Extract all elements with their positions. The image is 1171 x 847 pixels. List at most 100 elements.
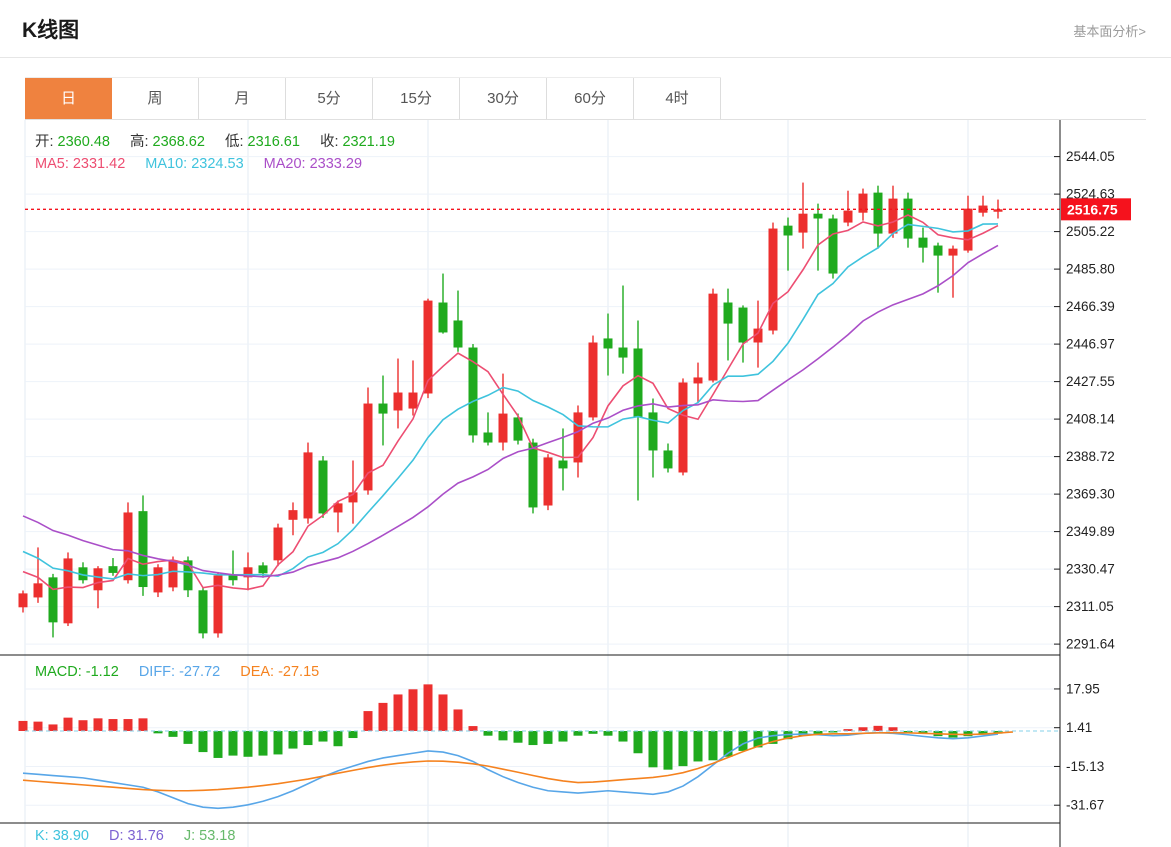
- candle-body: [678, 382, 688, 473]
- ma5-value: 2331.42: [72, 156, 126, 172]
- diff-label: DIFF:: [138, 664, 176, 680]
- candle-body: [153, 567, 163, 593]
- candle-body: [183, 560, 193, 591]
- candle-body: [888, 198, 898, 234]
- macd-bar: [693, 731, 703, 762]
- candle-body: [663, 450, 673, 469]
- dea-value: -27.15: [278, 664, 320, 680]
- macd-bar: [303, 731, 313, 746]
- axis-label: 2524.63: [1066, 187, 1115, 202]
- macd-label: MACD:: [35, 664, 82, 680]
- candle-body: [783, 225, 793, 236]
- diff-value: -27.72: [179, 664, 221, 680]
- candle-body: [708, 293, 718, 381]
- d-label: D:: [109, 828, 124, 844]
- macd-value: -1.12: [85, 664, 119, 680]
- current-price-tag: [1061, 198, 1131, 221]
- macd-bar: [753, 731, 763, 748]
- kdj-legend: K: 38.90 D: 31.76 J: 53.18: [35, 828, 239, 844]
- candle-body: [528, 442, 538, 508]
- macd-bar: [843, 729, 853, 731]
- j-label: J:: [183, 828, 196, 844]
- macd-bar: [18, 720, 28, 731]
- tab-5min[interactable]: 5分: [286, 78, 373, 120]
- axis-label: 2291.64: [1066, 637, 1115, 652]
- candle-body: [723, 302, 733, 324]
- candlestick-chart[interactable]: 2544.05 2524.63 2505.22 2485.80 2466.39 2446.…: [0, 120, 1171, 847]
- low-value: 2316.61: [247, 134, 300, 150]
- macd-bar: [198, 731, 208, 753]
- macd-bar: [828, 731, 838, 733]
- macd-bar: [918, 731, 928, 734]
- low-label: 低:: [224, 134, 244, 150]
- macd-bar: [108, 719, 118, 731]
- header: K线图 基本面分析>: [0, 0, 1171, 58]
- ohlc-legend: 开: 2360.48 高: 2368.62 低: 2316.61 收: 2321.19: [35, 130, 399, 151]
- axis-label: 2408.14: [1066, 412, 1115, 427]
- macd-bar: [468, 726, 478, 731]
- interval-tabs: 日周月 5分 15分 30分 60分 4时: [25, 77, 721, 120]
- candle-body: [438, 302, 448, 333]
- candle-body: [303, 452, 313, 519]
- candle-body: [123, 512, 133, 581]
- candle-body: [828, 218, 838, 274]
- tab-week[interactable]: 周: [112, 78, 199, 120]
- macd-bar: [708, 731, 718, 761]
- candle-body: [603, 338, 613, 349]
- candle-body: [633, 348, 643, 418]
- macd-bar: [618, 731, 628, 742]
- candle-body: [543, 457, 553, 506]
- macd-bar: [333, 731, 343, 747]
- candle-body: [858, 193, 868, 213]
- axis-label: 2369.30: [1066, 487, 1115, 502]
- open-value: 2360.48: [57, 134, 110, 150]
- candle-body: [348, 492, 358, 503]
- tab-60min[interactable]: 60分: [547, 78, 634, 120]
- candle-body: [513, 417, 523, 441]
- macd-bar: [63, 717, 73, 731]
- tab-month[interactable]: 月: [199, 78, 286, 120]
- macd-bar: [513, 731, 523, 743]
- tab-30min[interactable]: 30分: [460, 78, 547, 120]
- axis-label: 2427.55: [1066, 374, 1115, 389]
- macd-bar: [588, 731, 598, 734]
- tab-day[interactable]: 日: [25, 78, 112, 120]
- macd-bar: [363, 711, 373, 731]
- axis-label: 2466.39: [1066, 299, 1115, 314]
- macd-bar: [978, 731, 988, 735]
- ma20-label: MA20:: [263, 156, 306, 172]
- macd-bar: [408, 689, 418, 731]
- axis-label: 2330.47: [1066, 562, 1115, 577]
- d-value: 31.76: [127, 828, 164, 844]
- candle-body: [498, 413, 508, 443]
- candle-body: [558, 460, 568, 469]
- candle-body: [168, 560, 178, 588]
- macd-bar: [423, 684, 433, 731]
- candle-body: [273, 527, 283, 561]
- axis-label: 2505.22: [1066, 224, 1115, 239]
- candle-body: [78, 567, 88, 581]
- axis-label: 17.95: [1066, 681, 1100, 696]
- candle-body: [258, 565, 268, 574]
- macd-bar: [678, 731, 688, 767]
- open-label: 开:: [35, 134, 54, 150]
- macd-bar: [153, 731, 163, 734]
- macd-bar: [258, 731, 268, 756]
- macd-bar: [33, 721, 43, 731]
- tab-15min[interactable]: 15分: [373, 78, 460, 120]
- candle-body: [648, 412, 658, 451]
- tab-4hour[interactable]: 4时: [634, 78, 721, 120]
- macd-bar: [123, 719, 133, 731]
- macd-bar: [768, 731, 778, 744]
- candle-body: [213, 575, 223, 634]
- axis-label: 2446.97: [1066, 337, 1115, 352]
- candle-body: [198, 590, 208, 634]
- macd-bar: [738, 731, 748, 751]
- candle-body: [693, 377, 703, 384]
- axis-label: -15.13: [1066, 759, 1104, 774]
- fundamental-analysis-link[interactable]: 基本面分析>: [1073, 24, 1146, 39]
- macd-bar: [723, 731, 733, 757]
- macd-bar: [228, 731, 238, 756]
- axis-label: 2311.05: [1066, 599, 1114, 614]
- candle-body: [978, 205, 988, 213]
